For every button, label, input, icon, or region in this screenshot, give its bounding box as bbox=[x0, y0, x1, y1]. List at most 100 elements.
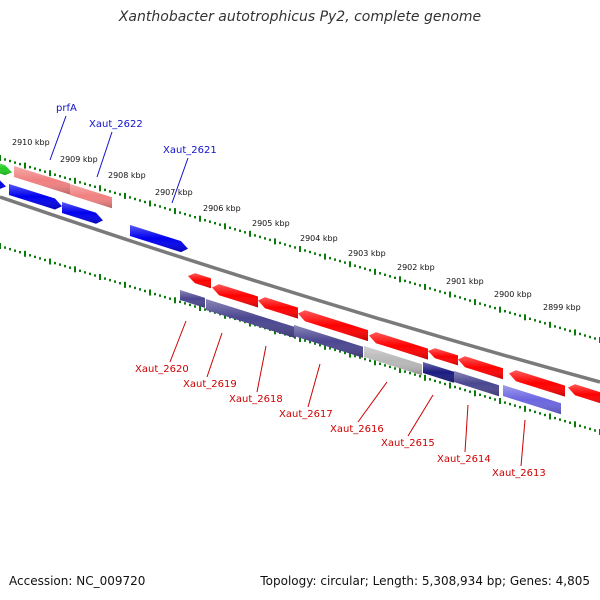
inner-track-minor-tick bbox=[164, 295, 166, 299]
reverse-label-leader bbox=[169, 320, 187, 363]
inner-track-minor-tick bbox=[139, 288, 141, 291]
scale-label: 2906 kbp bbox=[203, 204, 241, 213]
gene-Xaut-2616[interactable] bbox=[364, 346, 422, 376]
outer-track-minor-tick bbox=[69, 178, 71, 181]
outer-track-major-tick bbox=[124, 192, 126, 199]
gene-red-5[interactable] bbox=[369, 332, 428, 360]
outer-track-major-tick bbox=[249, 230, 251, 237]
inner-track-minor-tick bbox=[544, 413, 546, 417]
gene-prfA-pink-1[interactable] bbox=[14, 166, 70, 195]
outer-track-minor-tick bbox=[344, 261, 346, 264]
reverse-gene-label[interactable]: Xaut_2613 bbox=[492, 468, 546, 479]
reverse-gene-label[interactable]: Xaut_2619 bbox=[183, 379, 237, 390]
gene-red-4[interactable] bbox=[298, 310, 368, 342]
outer-track-major-tick bbox=[149, 200, 151, 207]
outer-track-minor-tick bbox=[134, 197, 136, 201]
outer-track-minor-tick bbox=[139, 199, 141, 202]
gene-Xaut-2619[interactable] bbox=[206, 299, 295, 338]
inner-track-minor-tick bbox=[384, 364, 386, 367]
outer-track-minor-tick bbox=[589, 335, 591, 339]
gene-red-1[interactable] bbox=[188, 273, 211, 289]
outer-track-minor-tick bbox=[59, 175, 61, 178]
inner-track-major-tick bbox=[174, 297, 176, 304]
inner-track-minor-tick bbox=[444, 382, 446, 386]
inner-track-major-tick bbox=[399, 367, 401, 373]
gene-green[interactable] bbox=[0, 162, 12, 176]
outer-track-minor-tick bbox=[64, 176, 66, 179]
reverse-gene-label[interactable]: Xaut_2618 bbox=[229, 394, 283, 405]
outer-track-minor-tick bbox=[514, 313, 516, 316]
inner-track-major-tick bbox=[99, 274, 101, 280]
inner-track-major-tick bbox=[49, 258, 51, 265]
outer-track-minor-tick bbox=[19, 162, 21, 166]
gene-red-7[interactable] bbox=[458, 356, 503, 380]
forward-gene-label[interactable]: prfA bbox=[56, 103, 77, 114]
inner-track-minor-tick bbox=[494, 398, 496, 401]
inner-track-minor-tick bbox=[104, 277, 106, 280]
gene-Xaut-2620[interactable] bbox=[180, 290, 205, 308]
reverse-gene-label[interactable]: Xaut_2614 bbox=[437, 454, 491, 465]
reverse-gene-label[interactable]: Xaut_2620 bbox=[135, 364, 189, 375]
inner-track-minor-tick bbox=[114, 280, 116, 283]
inner-track-major-tick bbox=[424, 374, 426, 381]
gene-red-6[interactable] bbox=[428, 348, 458, 366]
outer-track-minor-tick bbox=[494, 306, 496, 310]
inner-track-minor-tick bbox=[469, 390, 471, 393]
outer-track-minor-tick bbox=[159, 205, 161, 208]
outer-track-major-tick bbox=[324, 253, 326, 260]
gene-Xaut-2614[interactable] bbox=[454, 371, 499, 397]
gene-blue-2[interactable] bbox=[62, 202, 103, 224]
outer-track-minor-tick bbox=[509, 311, 511, 314]
inner-track-minor-tick bbox=[119, 282, 121, 285]
gene-pink-2[interactable] bbox=[70, 184, 112, 209]
outer-track-minor-tick bbox=[529, 317, 531, 320]
scale-label: 2903 kbp bbox=[348, 249, 386, 258]
outer-track-minor-tick bbox=[259, 235, 261, 239]
forward-gene-label[interactable]: Xaut_2621 bbox=[163, 145, 217, 156]
inner-track-minor-tick bbox=[459, 387, 461, 390]
inner-track-major-tick bbox=[349, 351, 351, 358]
forward-label-leader bbox=[49, 115, 67, 161]
outer-track-minor-tick bbox=[229, 226, 231, 229]
inner-track-minor-tick bbox=[579, 424, 581, 427]
outer-track-major-tick bbox=[199, 215, 201, 222]
inner-track-minor-tick bbox=[194, 305, 196, 308]
outer-track-major-tick bbox=[224, 223, 226, 230]
inner-track-minor-tick bbox=[34, 255, 36, 259]
outer-track-minor-tick bbox=[539, 320, 541, 323]
reverse-gene-label[interactable]: Xaut_2617 bbox=[279, 409, 333, 420]
inner-track-minor-tick bbox=[14, 249, 16, 252]
inner-track-major-tick bbox=[149, 289, 151, 296]
outer-track-minor-tick bbox=[234, 228, 236, 231]
gene-red-8[interactable] bbox=[509, 370, 565, 397]
gene-Xaut-2613[interactable] bbox=[503, 385, 561, 415]
gene-blue-edge[interactable] bbox=[0, 178, 6, 189]
gene-red-9[interactable] bbox=[568, 384, 600, 405]
outer-track-minor-tick bbox=[279, 241, 281, 245]
outer-track-minor-tick bbox=[354, 264, 356, 267]
inner-track-minor-tick bbox=[479, 393, 481, 396]
outer-track-minor-tick bbox=[289, 244, 291, 248]
gene-Xaut-2615[interactable] bbox=[423, 362, 454, 383]
reverse-label-leader bbox=[464, 404, 469, 453]
outer-track-minor-tick bbox=[129, 196, 131, 199]
inner-track-minor-tick bbox=[589, 427, 591, 431]
gene-Xaut-2618[interactable] bbox=[294, 325, 363, 358]
outer-track-major-tick bbox=[99, 185, 101, 192]
gene-features[interactable] bbox=[0, 162, 600, 415]
outer-track-minor-tick bbox=[314, 252, 316, 255]
reverse-gene-label[interactable]: Xaut_2615 bbox=[381, 438, 435, 449]
reverse-gene-label[interactable]: Xaut_2616 bbox=[330, 424, 384, 435]
gene-labels[interactable]: prfA Xaut_2622 Xaut_2621 Xaut_2620 Xaut_2619… bbox=[49, 103, 546, 479]
inner-track-minor-tick bbox=[329, 347, 331, 350]
gene-red-3[interactable] bbox=[258, 297, 298, 319]
gene-red-2[interactable] bbox=[212, 284, 258, 308]
outer-track-minor-tick bbox=[429, 287, 431, 290]
inner-track-minor-tick bbox=[414, 373, 416, 376]
inner-track-minor-tick bbox=[159, 294, 161, 297]
forward-gene-label[interactable]: Xaut_2622 bbox=[89, 119, 143, 130]
gene-Xaut-2621[interactable] bbox=[130, 225, 188, 253]
gene-blue-1[interactable] bbox=[9, 184, 62, 210]
outer-track-major-tick bbox=[574, 329, 576, 336]
